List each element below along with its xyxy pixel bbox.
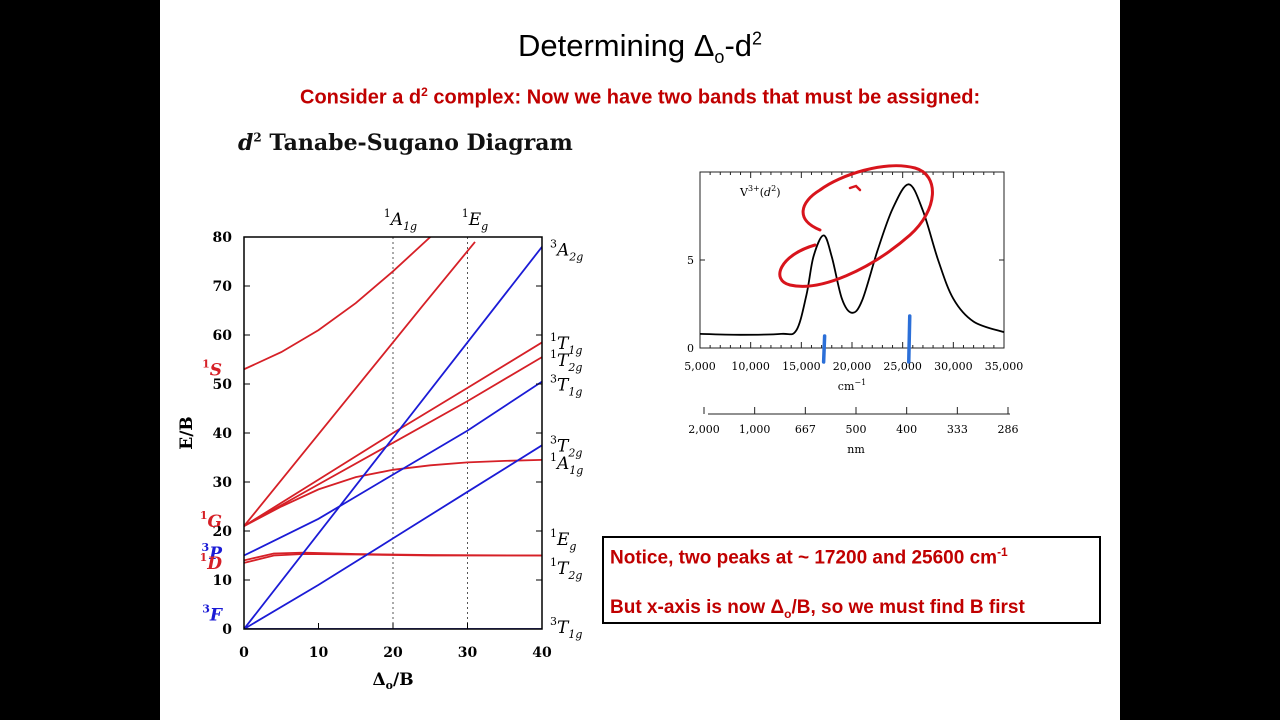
left-term-label: 3P [202, 541, 224, 564]
nm-tick-label: 667 [795, 423, 816, 436]
series-line [244, 551, 542, 562]
y-tick-label: 30 [213, 475, 233, 491]
note-axis: But x-axis is now Δo/B, so we must find … [610, 597, 1025, 621]
top-term-label: 1A1g [384, 207, 417, 233]
spectrum-y-tick-label: 5 [687, 254, 694, 267]
slide-title: Determining Δo-d2 [517, 28, 763, 68]
right-term-label: 3T1g [550, 372, 582, 398]
x-tick-label: 40 [532, 645, 552, 661]
x-tick-label: 0 [239, 645, 249, 661]
spectrum-y-tick-label: 0 [687, 342, 694, 355]
left-term-label: 1G [200, 509, 222, 532]
spectrum-series-label: V3+(d2) [739, 184, 780, 199]
series-line [244, 444, 542, 629]
spectrum-x-tick-label: 10,000 [731, 360, 770, 373]
spectrum-x-tick-label: 20,000 [833, 360, 872, 373]
spectrum-x-label: cm−1 [838, 378, 866, 393]
y-tick-label: 50 [213, 377, 233, 393]
series-line [244, 356, 542, 527]
x-tick-label: 10 [309, 645, 329, 661]
right-term-label: 1A1g [550, 451, 583, 477]
right-term-label: 3T2g [550, 434, 582, 460]
series-line [244, 237, 431, 371]
nm-tick-label: 286 [998, 423, 1019, 436]
spectrum-x-tick-label: 35,000 [985, 360, 1024, 373]
red-annotation-loop [778, 164, 934, 288]
note-peaks: Notice, two peaks at ~ 17200 and 25600 c… [610, 545, 1008, 569]
nm-tick-label: 400 [896, 423, 917, 436]
nm-axis-label: nm [847, 443, 865, 456]
right-term-label: 1T1g [550, 331, 582, 357]
y-axis-label: E/B [177, 416, 197, 450]
series-line [244, 246, 542, 629]
right-term-label: 1Eg [550, 527, 576, 553]
nm-tick-label: 333 [947, 423, 968, 436]
right-term-label: 1T2g [550, 348, 582, 374]
left-term-label: 3F [202, 602, 224, 625]
x-tick-label: 20 [383, 645, 403, 661]
series-line [244, 380, 542, 557]
diagram-title: d2 Tanabe-Sugano Diagram [238, 130, 573, 156]
series-line [244, 459, 542, 527]
slide: Determining Δo-d2 Consider a d2 complex:… [160, 0, 1120, 720]
x-axis-label: Δo/B [372, 670, 413, 692]
y-tick-label: 40 [213, 426, 233, 442]
peak-marker [821, 334, 827, 364]
y-tick-label: 20 [213, 524, 233, 540]
y-tick-label: 0 [222, 622, 232, 638]
left-term-label: 1S [202, 357, 222, 380]
right-term-label: 1T2g [550, 556, 582, 582]
note-box: Notice, two peaks at ~ 17200 and 25600 c… [602, 536, 1101, 624]
y-tick-label: 60 [213, 328, 233, 344]
nm-tick-label: 2,000 [688, 423, 720, 436]
top-term-label: 1Eg [462, 207, 488, 233]
peak-marker [906, 314, 912, 364]
series-line [244, 341, 542, 527]
spectrum-x-tick-label: 25,000 [883, 360, 922, 373]
series-line [244, 241, 476, 527]
right-term-label: 3T1g [550, 615, 582, 641]
right-term-label: 3A2g [550, 238, 583, 264]
nm-tick-label: 500 [846, 423, 867, 436]
y-tick-label: 80 [213, 230, 233, 246]
series-group [244, 237, 542, 629]
red-annotation-mark [848, 184, 862, 192]
x-tick-label: 30 [458, 645, 478, 661]
y-tick-label: 70 [213, 279, 233, 295]
slide-subtitle: Consider a d2 complex: Now we have two b… [300, 85, 981, 109]
y-tick-label: 10 [213, 573, 233, 589]
left-term-label: 1D [200, 551, 223, 574]
spectrum-x-tick-label: 15,000 [782, 360, 821, 373]
absorption-spectrum-chart: 0 5 5,000 10,000 15,000 20,000 25,000 30,000 35,… [684, 164, 1024, 456]
spectrum-x-tick-label: 30,000 [934, 360, 973, 373]
spectrum-x-tick-label: 5,000 [684, 360, 716, 373]
absorbance-curve [699, 183, 1005, 336]
nm-tick-label: 1,000 [739, 423, 771, 436]
series-line [244, 553, 542, 564]
